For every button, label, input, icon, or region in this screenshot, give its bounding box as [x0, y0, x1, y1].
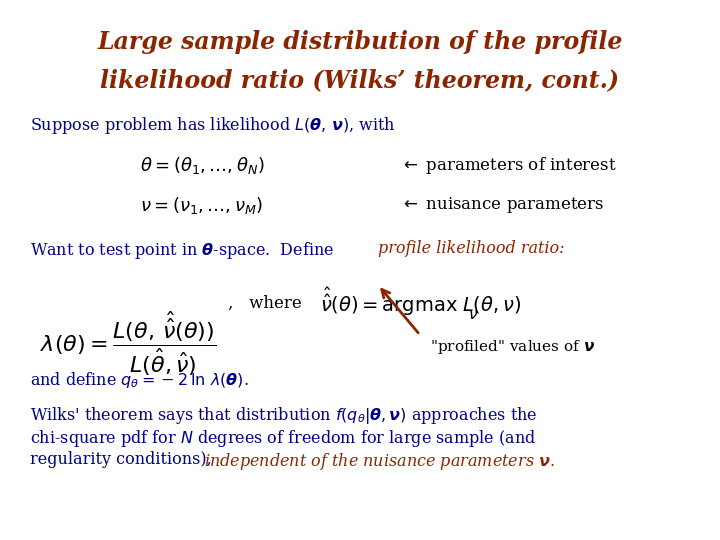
- Text: likelihood ratio (Wilks’ theorem, cont.): likelihood ratio (Wilks’ theorem, cont.): [101, 68, 619, 92]
- Text: Suppose problem has likelihood $L(\boldsymbol{\theta},\, \boldsymbol{\nu})$, wit: Suppose problem has likelihood $L(\bolds…: [30, 115, 396, 136]
- Text: Wilks' theorem says that distribution $f(q_{\theta}|\boldsymbol{\theta},\boldsym: Wilks' theorem says that distribution $f…: [30, 405, 537, 426]
- Text: $\lambda(\theta) = \dfrac{L(\theta,\,\hat{\hat{\nu}}(\theta))}{L(\hat{\theta},\h: $\lambda(\theta) = \dfrac{L(\theta,\,\ha…: [40, 310, 216, 379]
- Text: $\hat{\hat{\nu}}(\theta) = \mathrm{argmax}\; L(\theta,\nu)$: $\hat{\hat{\nu}}(\theta) = \mathrm{argma…: [320, 285, 521, 318]
- Text: Want to test point in $\boldsymbol{\theta}$-space.  Define: Want to test point in $\boldsymbol{\thet…: [30, 240, 335, 261]
- Text: $\leftarrow$ parameters of interest: $\leftarrow$ parameters of interest: [400, 155, 617, 176]
- Text: $\nu = (\nu_1,\ldots,\nu_M)$: $\nu = (\nu_1,\ldots,\nu_M)$: [140, 195, 263, 216]
- Text: independent of the nuisance parameters $\boldsymbol{\nu}$.: independent of the nuisance parameters $…: [204, 451, 555, 472]
- Text: chi-square pdf for $N$ degrees of freedom for large sample (and: chi-square pdf for $N$ degrees of freedo…: [30, 428, 536, 449]
- Text: $\leftarrow$ nuisance parameters: $\leftarrow$ nuisance parameters: [400, 195, 604, 215]
- Text: Large sample distribution of the profile: Large sample distribution of the profile: [97, 30, 623, 54]
- Text: ,   where: , where: [228, 295, 302, 312]
- Text: "profiled" values of $\boldsymbol{\nu}$: "profiled" values of $\boldsymbol{\nu}$: [430, 338, 595, 356]
- Text: $\nu$: $\nu$: [468, 308, 478, 322]
- Text: and define $q_{\theta} = -2\,\ln\,\lambda(\boldsymbol{\theta})$.: and define $q_{\theta} = -2\,\ln\,\lambd…: [30, 370, 248, 390]
- Text: profile likelihood ratio:: profile likelihood ratio:: [378, 240, 564, 257]
- Text: $\theta = (\theta_1,\ldots,\theta_N)$: $\theta = (\theta_1,\ldots,\theta_N)$: [140, 155, 264, 176]
- Text: regularity conditions),: regularity conditions),: [30, 451, 217, 468]
